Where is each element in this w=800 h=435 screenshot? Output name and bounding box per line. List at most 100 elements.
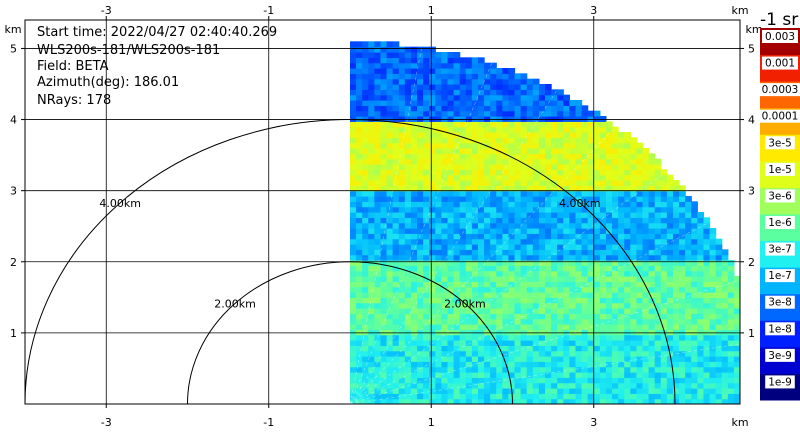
heatmap-cell <box>410 132 418 138</box>
heatmap-cell <box>441 260 449 266</box>
heatmap-cell <box>417 212 424 218</box>
heatmap-cell <box>392 345 400 352</box>
heatmap-cell <box>441 372 449 378</box>
heatmap-cell <box>648 382 656 389</box>
heatmap-cell <box>569 185 577 192</box>
heatmap-cell <box>545 297 552 304</box>
heatmap-cell <box>417 238 424 245</box>
heatmap-cell <box>350 110 357 117</box>
heatmap-cell <box>508 254 516 261</box>
heatmap-cell <box>465 185 473 192</box>
heatmap-cell <box>703 372 711 378</box>
heatmap-cell <box>417 388 424 394</box>
heatmap-cell <box>691 260 698 266</box>
heatmap-cell <box>496 73 503 80</box>
heatmap-cell <box>697 377 705 384</box>
heatmap-cell <box>429 302 436 309</box>
heatmap-cell <box>404 228 412 234</box>
heatmap-cell <box>496 190 503 197</box>
heatmap-cell <box>587 398 595 404</box>
ray-line <box>349 222 709 404</box>
heatmap-cell <box>624 174 631 181</box>
heatmap-cell <box>660 276 668 282</box>
heatmap-cell <box>618 169 625 176</box>
heatmap-cell <box>575 153 583 160</box>
heatmap-cell <box>477 158 485 165</box>
heatmap-cell <box>471 366 479 373</box>
heatmap-cell <box>532 169 540 176</box>
heatmap-cell <box>532 116 540 122</box>
heatmap-cell <box>721 324 729 330</box>
heatmap-cell <box>380 100 388 106</box>
heatmap-cell <box>575 190 583 197</box>
heatmap-cell <box>709 254 717 261</box>
heatmap-cell <box>642 158 650 165</box>
heatmap-cell <box>545 137 552 144</box>
heatmap-cell <box>697 292 705 298</box>
heatmap-cell <box>709 270 717 277</box>
heatmap-cell <box>471 190 479 197</box>
heatmap-cell <box>429 318 436 325</box>
heatmap-cell <box>514 356 522 362</box>
heatmap-cell <box>520 350 528 357</box>
heatmap-cell <box>453 206 461 213</box>
heatmap-cell <box>593 281 601 288</box>
heatmap-cell <box>453 169 461 176</box>
heatmap-cell <box>417 393 424 400</box>
heatmap-cell <box>520 110 528 117</box>
heatmap-cell <box>532 137 540 144</box>
heatmap-cell <box>502 260 510 266</box>
heatmap-cell <box>715 302 723 309</box>
heatmap-cell <box>727 345 735 352</box>
heatmap-cell <box>362 68 369 74</box>
heatmap-cell <box>593 372 601 378</box>
heatmap-cell <box>612 302 619 309</box>
heatmap-cell <box>727 398 735 404</box>
heatmap-cell <box>520 249 528 256</box>
heatmap-cell <box>410 254 418 261</box>
heatmap-cell <box>484 313 491 320</box>
heatmap-cell <box>624 158 631 165</box>
heatmap-cell <box>441 78 449 85</box>
heatmap-cell <box>447 158 455 165</box>
heatmap-cell <box>502 89 510 96</box>
heatmap-cell <box>599 260 607 266</box>
heatmap-cell <box>679 302 686 309</box>
heatmap-cell <box>605 270 613 277</box>
heatmap-cell <box>740 377 747 383</box>
heatmap-cell <box>624 254 631 261</box>
heatmap-cell <box>398 52 406 58</box>
heatmap-cell <box>618 366 625 373</box>
heatmap-cell <box>453 201 461 208</box>
heatmap-cell <box>429 132 436 138</box>
heatmap-cell <box>581 185 589 192</box>
heatmap-cell <box>654 174 662 181</box>
heatmap-cell <box>575 169 583 176</box>
heatmap-cell <box>526 169 534 176</box>
heatmap-cell <box>630 238 637 245</box>
heatmap-cell <box>740 308 747 314</box>
heatmap-cell <box>502 137 510 144</box>
heatmap-cell <box>538 281 546 288</box>
heatmap-cell <box>386 110 394 117</box>
heatmap-cell <box>380 238 388 245</box>
heatmap-cell <box>502 68 510 74</box>
heatmap-cell <box>374 137 382 144</box>
heatmap-cell <box>380 148 388 154</box>
heatmap-cell <box>563 121 570 128</box>
heatmap-cell <box>666 324 674 330</box>
heatmap-cell <box>648 153 656 160</box>
heatmap-cell <box>660 217 668 224</box>
heatmap-cell <box>502 116 510 122</box>
heatmap-cell <box>374 292 382 298</box>
heatmap-cell <box>666 190 674 197</box>
heatmap-cell <box>374 361 382 368</box>
heatmap-cell <box>508 270 516 277</box>
heatmap-cell <box>362 206 369 213</box>
heatmap-cell <box>392 185 400 192</box>
heatmap-cell <box>624 212 631 218</box>
heatmap-cell <box>557 137 564 144</box>
heatmap-cell <box>563 249 570 256</box>
heatmap-cell <box>618 302 625 309</box>
heatmap-cell <box>551 260 558 266</box>
